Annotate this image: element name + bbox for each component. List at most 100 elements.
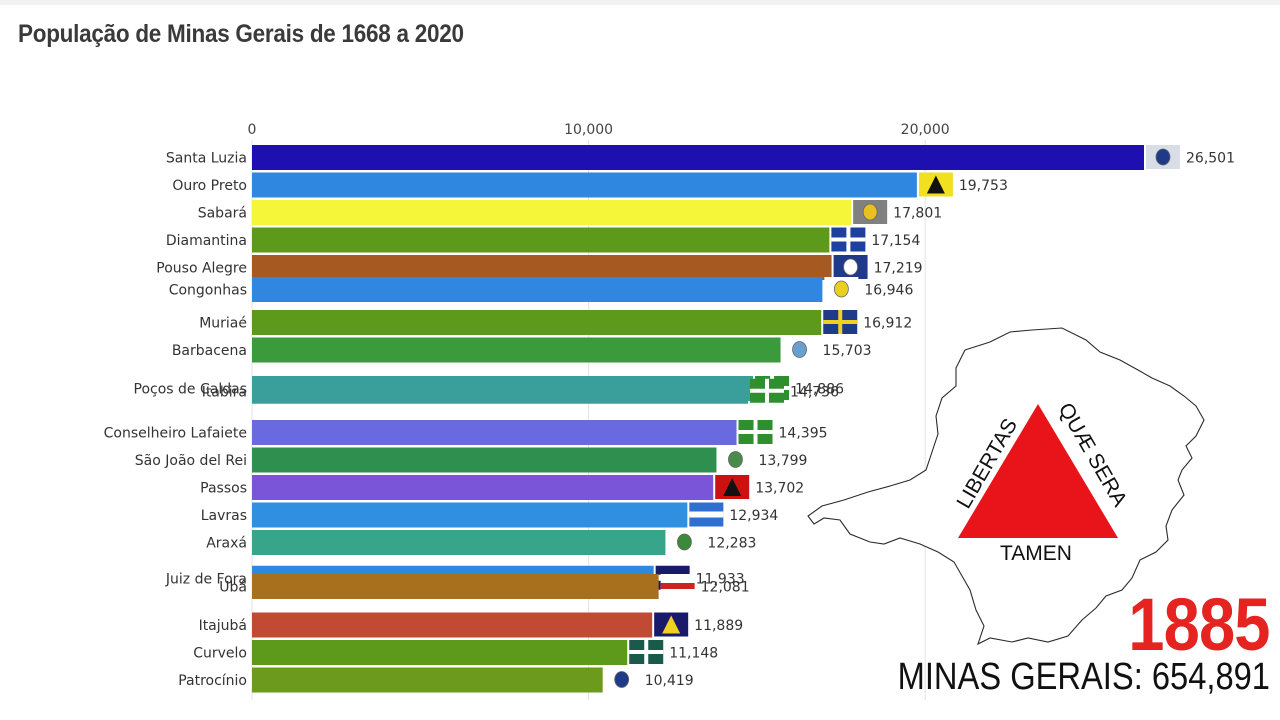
bar xyxy=(252,227,830,253)
category-label: Curvelo xyxy=(193,646,247,662)
bar xyxy=(252,200,852,225)
flag-triangle xyxy=(723,478,742,496)
red-triangle xyxy=(958,404,1118,538)
category-label: Conselheiro Lafaiete xyxy=(104,426,247,442)
flag-coat-of-arms xyxy=(833,280,849,298)
value-label: 16,946 xyxy=(864,283,913,299)
category-label: Diamantina xyxy=(166,233,247,249)
value-label: 17,801 xyxy=(893,206,942,222)
bar xyxy=(252,337,781,363)
category-label: Muriaé xyxy=(199,316,247,332)
category-label: Patrocínio xyxy=(178,673,247,689)
flag-triangle xyxy=(662,615,681,634)
bar xyxy=(252,255,832,280)
value-label: 15,703 xyxy=(823,343,872,359)
bar xyxy=(252,475,714,500)
flag-coat-of-arms xyxy=(728,451,743,468)
category-label: Ouro Preto xyxy=(172,178,247,194)
category-label: Araxá xyxy=(206,536,247,552)
value-label: 11,933 xyxy=(696,571,745,587)
bar xyxy=(252,502,688,528)
value-label: 10,419 xyxy=(645,673,694,689)
value-label: 13,799 xyxy=(758,453,807,469)
flag-band xyxy=(765,378,770,403)
flag-coat-of-arms xyxy=(614,671,630,688)
x-tick-label: 20,000 xyxy=(901,122,950,138)
motto-bottom: TAMEN xyxy=(1000,542,1072,565)
category-label: Lavras xyxy=(201,508,247,524)
bar xyxy=(252,145,1144,170)
value-label: 16,912 xyxy=(863,316,912,332)
flag-band xyxy=(660,583,695,589)
bar-group: Barbacena 15,703 xyxy=(172,337,872,363)
bar-group: Lavras 12,934 xyxy=(201,502,778,528)
value-label: 12,934 xyxy=(729,508,778,524)
category-label: São João del Rei xyxy=(135,453,247,469)
top-strip xyxy=(0,0,1280,5)
category-label: Congonhas xyxy=(169,283,247,299)
category-label: Sabará xyxy=(198,206,247,222)
bar-group: Congonhas 16,946 xyxy=(169,277,913,302)
bar-group: Santa Luzia 26,501 xyxy=(166,145,1235,170)
minas-gerais-map: LIBERTAS QUÆ SERA TAMEN xyxy=(800,320,1220,650)
bar-group: São João del Rei 13,799 xyxy=(135,447,807,473)
bar xyxy=(252,667,603,693)
bar-group: Itajubá 11,889 xyxy=(199,612,743,638)
category-label: Poços de Caldas xyxy=(134,382,247,398)
bar-layer: Santa Luzia 26,501 Ouro Preto 19,753 Sabará 1… xyxy=(104,145,1235,693)
bar xyxy=(252,612,653,638)
value-label: 11,889 xyxy=(694,618,743,634)
value-label: 17,219 xyxy=(874,261,923,277)
flag-coat-of-arms xyxy=(1155,148,1171,166)
bar xyxy=(252,640,628,665)
value-label: 12,283 xyxy=(707,536,756,552)
x-tick-label: 0 xyxy=(248,122,257,138)
bar xyxy=(252,172,917,198)
category-label: Passos xyxy=(200,481,247,497)
value-label: 19,753 xyxy=(959,178,1008,194)
category-label: Itajubá xyxy=(199,618,247,634)
bar-group: Curvelo 11,148 xyxy=(193,640,718,665)
category-label: Santa Luzia xyxy=(166,151,247,167)
flag-triangle xyxy=(926,175,945,194)
category-label: Pouso Alegre xyxy=(156,261,247,277)
flag-band xyxy=(689,511,724,518)
flag-coat-of-arms xyxy=(862,203,878,221)
bar xyxy=(252,447,717,473)
bar xyxy=(252,420,737,445)
bar-group: Muriaé 16,912 xyxy=(199,310,912,335)
bar-group: Conselheiro Lafaiete 14,395 xyxy=(104,420,828,445)
state-total-label: MINAS GERAIS: xyxy=(897,656,1143,698)
bar-group: Ouro Preto 19,753 xyxy=(172,172,1008,198)
value-label: 14,736 xyxy=(790,384,839,400)
flag-band xyxy=(846,227,851,252)
bar xyxy=(252,378,749,404)
flag-band xyxy=(753,420,758,444)
bar-group: Passos 13,702 xyxy=(200,475,804,500)
category-label: Barbacena xyxy=(172,343,247,359)
value-label: 14,886 xyxy=(795,382,844,398)
bar-group: Sabará 17,801 xyxy=(198,200,942,225)
flag-band xyxy=(838,310,843,334)
year-label: 1885 xyxy=(1128,583,1271,666)
state-total: MINAS GERAIS: 654,891 xyxy=(898,656,1270,699)
value-label: 17,154 xyxy=(871,233,920,249)
bar-group: Patrocínio 10,419 xyxy=(178,667,694,693)
state-total-value: 654,891 xyxy=(1151,656,1270,698)
bar-group: Araxá 12,283 xyxy=(206,530,756,555)
flag-band xyxy=(644,640,649,664)
flag-coat-of-arms xyxy=(677,533,692,551)
x-tick-label: 10,000 xyxy=(564,122,613,138)
value-label: 14,395 xyxy=(779,426,828,442)
flag-coat-of-arms xyxy=(843,258,858,276)
bar-group: Itabira 14,736 xyxy=(202,378,839,404)
bar xyxy=(252,310,822,335)
value-label: 11,148 xyxy=(669,646,718,662)
chart-title: População de Minas Gerais de 1668 a 2020 xyxy=(18,20,464,48)
value-label: 26,501 xyxy=(1186,151,1235,167)
value-label: 12,081 xyxy=(701,580,750,596)
category-label: Juiz de Fora xyxy=(165,571,247,587)
bar xyxy=(252,574,659,599)
category-label: Ubá xyxy=(219,580,247,596)
